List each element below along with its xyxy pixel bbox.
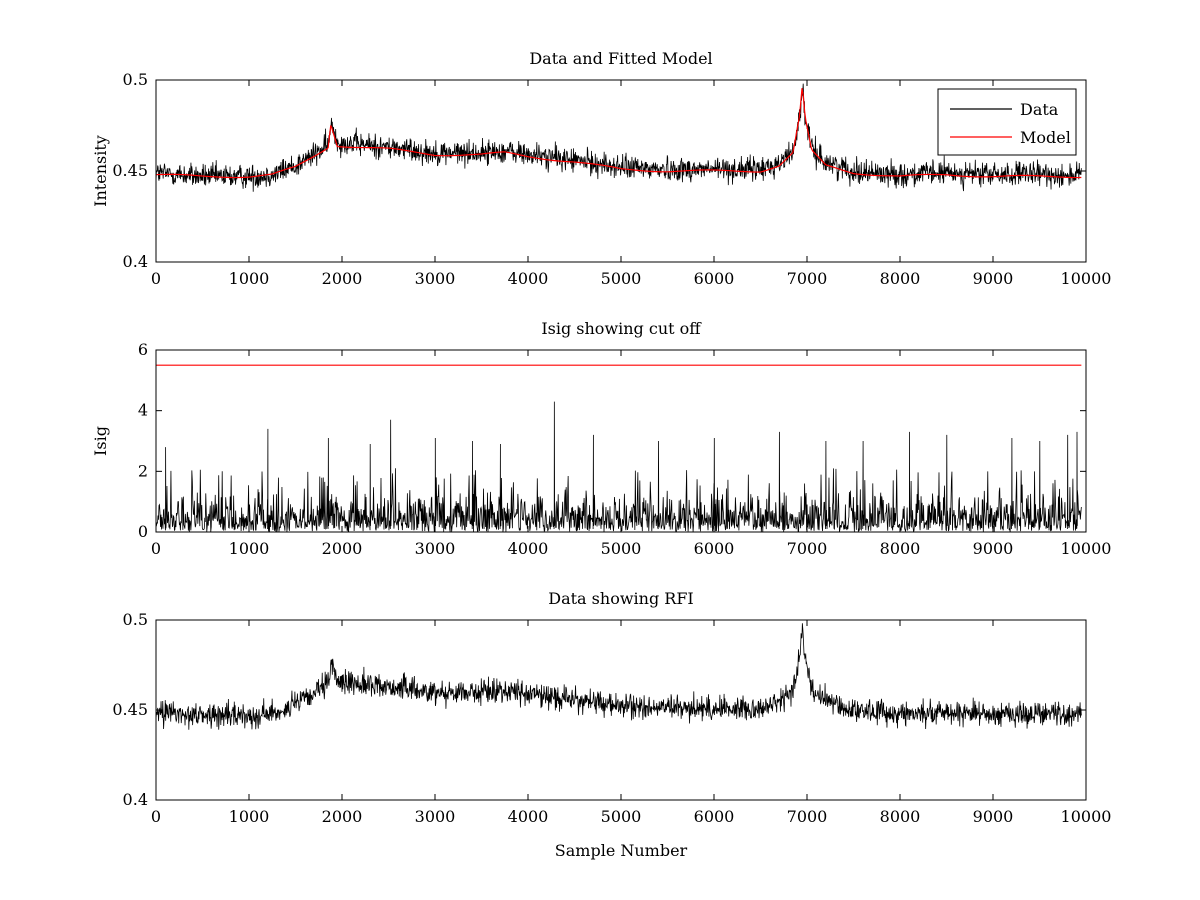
series-line (156, 623, 1082, 730)
y-axis-label: Isig (91, 426, 110, 456)
x-tick-label: 8000 (880, 539, 921, 558)
x-tick-label: 3000 (415, 539, 456, 558)
plot-area (156, 623, 1082, 730)
plot-area (156, 364, 1082, 532)
x-tick-label: 4000 (508, 539, 549, 558)
subplot-title: Data and Fitted Model (529, 49, 712, 68)
legend-label-data: Data (1020, 100, 1059, 119)
x-tick-label: 10000 (1061, 807, 1112, 826)
y-tick-label: 0.45 (112, 161, 148, 180)
legend-box (937, 88, 1077, 156)
x-tick-label: 10000 (1061, 269, 1112, 288)
y-tick-label: 0.45 (112, 700, 148, 719)
legend: Data Model (937, 88, 1077, 156)
x-tick-label: 4000 (508, 807, 549, 826)
x-tick-label: 7000 (787, 539, 828, 558)
y-tick-label: 0.5 (123, 610, 148, 629)
x-tick-label: 3000 (415, 269, 456, 288)
subplot-title: Data showing RFI (548, 589, 693, 608)
x-tick-label: 1000 (229, 539, 270, 558)
plot-area (156, 83, 1082, 192)
subplot-2: 0 1000 2000 3000 4000 5000 6000 7000 8000 9000 100… (91, 319, 1111, 558)
x-tick-label: 3000 (415, 807, 456, 826)
x-tick-label: 2000 (322, 807, 363, 826)
y-tick-label: 0.4 (123, 252, 148, 271)
x-tick-label: 5000 (601, 269, 642, 288)
x-tick-label: 9000 (973, 269, 1014, 288)
y-tick-label: 0 (138, 522, 148, 541)
x-tick-label: 7000 (787, 807, 828, 826)
x-tick-label: 9000 (973, 807, 1014, 826)
x-tick-label: 0 (151, 539, 161, 558)
x-tick-label: 5000 (601, 807, 642, 826)
legend-label-model: Model (1020, 128, 1071, 147)
x-tick-label: 0 (151, 269, 161, 288)
x-tick-label: 10000 (1061, 539, 1112, 558)
y-tick-label: 0.4 (123, 790, 148, 809)
series-model-line (156, 88, 1082, 179)
y-tick-label: 4 (138, 401, 148, 420)
x-tick-label: 2000 (322, 269, 363, 288)
y-tick-label: 6 (138, 340, 148, 359)
x-tick-label: 9000 (973, 539, 1014, 558)
subplot-1: 0 1000 2000 3000 4000 5000 6000 7000 8000 9000 100… (91, 49, 1111, 288)
y-axis-label: Intensity (91, 135, 110, 207)
x-tick-label: 8000 (880, 807, 921, 826)
x-tick-label: 1000 (229, 269, 270, 288)
x-tick-label: 8000 (880, 269, 921, 288)
subplot-title: Isig showing cut off (541, 319, 702, 338)
x-tick-label: 1000 (229, 807, 270, 826)
y-tick-label: 0.5 (123, 70, 148, 89)
x-tick-label: 6000 (694, 269, 735, 288)
y-tick-label: 2 (138, 461, 148, 480)
series-line (156, 401, 1082, 532)
x-tick-label: 6000 (694, 807, 735, 826)
x-axis-label: Sample Number (555, 841, 688, 860)
subplot-3: 0 1000 2000 3000 4000 5000 6000 7000 8000 9000 100… (112, 589, 1111, 860)
x-tick-label: 5000 (601, 539, 642, 558)
x-tick-label: 4000 (508, 269, 549, 288)
x-tick-label: 0 (151, 807, 161, 826)
x-tick-label: 2000 (322, 539, 363, 558)
x-tick-label: 6000 (694, 539, 735, 558)
x-tick-label: 7000 (787, 269, 828, 288)
